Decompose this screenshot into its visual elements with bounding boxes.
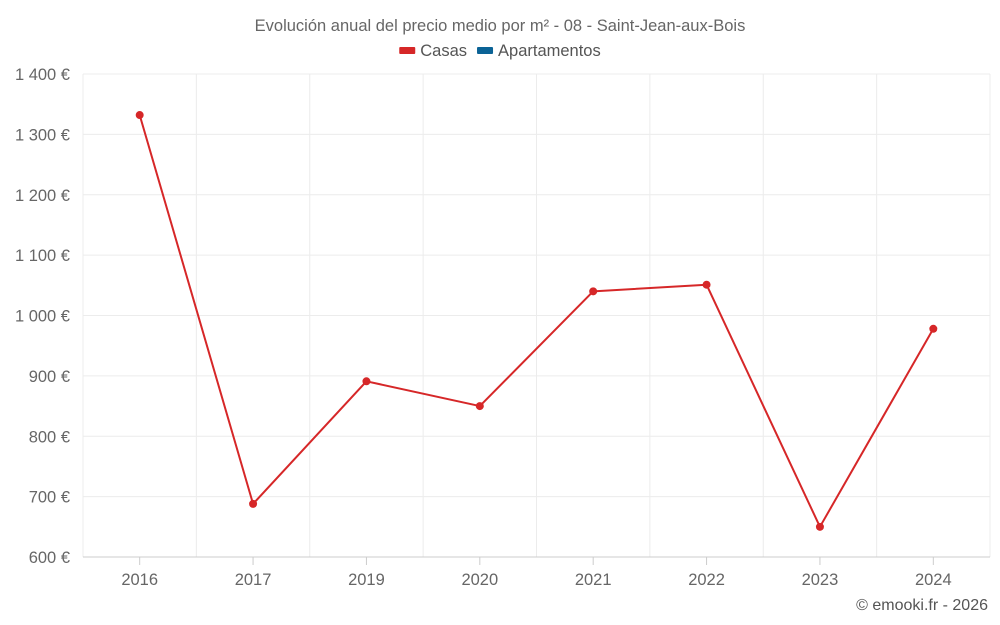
- data-point: [135, 111, 144, 120]
- y-tick-label: 1 100 €: [15, 247, 70, 265]
- legend-label: Apartamentos: [498, 42, 601, 60]
- legend[interactable]: Casas Apartamentos: [399, 42, 601, 60]
- grid: [82, 73, 991, 557]
- y-tick-label: 1 200 €: [15, 187, 70, 205]
- x-tick-label: 2017: [235, 571, 272, 589]
- legend-item-apartamentos[interactable]: Apartamentos: [477, 42, 601, 60]
- chart-title: Evolución anual del precio medio por m² …: [255, 17, 746, 35]
- data-point: [815, 522, 824, 531]
- x-tick-label: 2022: [688, 571, 725, 589]
- y-tick-label: 1 400 €: [15, 66, 70, 84]
- data-point: [589, 287, 598, 296]
- data-point: [702, 280, 711, 289]
- series-line-casas: [138, 114, 935, 528]
- legend-label: Casas: [420, 42, 467, 60]
- y-tick-label: 700 €: [29, 489, 70, 507]
- credit-text: © emooki.fr - 2026: [856, 597, 988, 614]
- data-point: [475, 402, 484, 411]
- y-tick-label: 800 €: [29, 428, 70, 446]
- x-tick-label: 2016: [121, 571, 158, 589]
- legend-swatch: [477, 47, 494, 54]
- data-point: [929, 324, 938, 333]
- y-tick-label: 900 €: [29, 368, 70, 386]
- data-point: [362, 377, 371, 386]
- y-tick-label: 1 000 €: [15, 308, 70, 326]
- x-tick-label: 2021: [575, 571, 612, 589]
- x-tick-label: 2020: [461, 571, 498, 589]
- data-point: [249, 499, 258, 508]
- y-tick-label: 1 300 €: [15, 126, 70, 144]
- y-tick-label: 600 €: [29, 549, 70, 567]
- legend-item-casas[interactable]: Casas: [399, 42, 467, 60]
- legend-swatch: [399, 47, 416, 54]
- axes: 600 € 700 € 800 € 900 € 1 000 € 1 100 € 1 200 …: [15, 66, 990, 589]
- x-tick-label: 2023: [802, 571, 839, 589]
- x-tick-label: 2024: [915, 571, 952, 589]
- x-tick-label: 2019: [348, 571, 385, 589]
- series: [135, 111, 938, 531]
